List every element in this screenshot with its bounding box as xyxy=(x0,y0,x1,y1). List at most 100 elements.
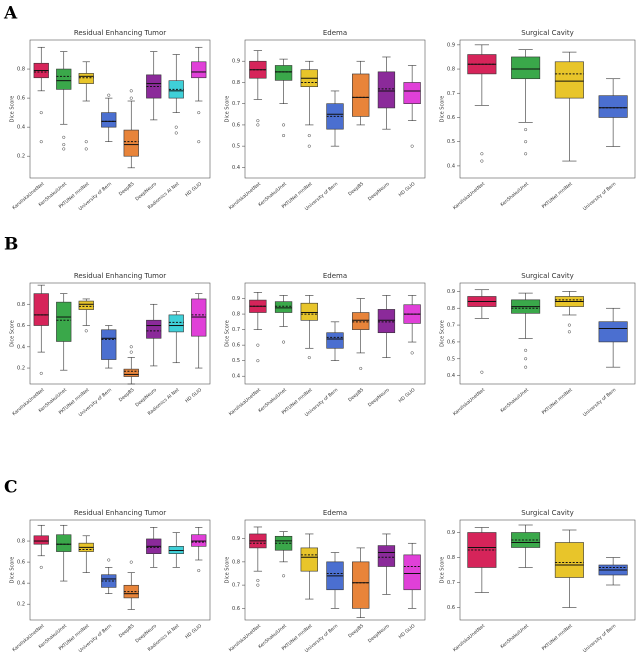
y-tick-label: 0.9 xyxy=(232,296,240,302)
outlier xyxy=(62,135,66,139)
box xyxy=(300,302,318,321)
x-tick-label: DeepNeuro xyxy=(367,387,391,408)
outlier xyxy=(480,159,484,163)
panel-title: Surgical Cavity xyxy=(521,509,573,517)
panel-title: Edema xyxy=(323,272,347,280)
x-tick-label: DeepBS xyxy=(347,623,365,639)
x-tick-label: KenShakuiUnet xyxy=(499,387,530,414)
outlier xyxy=(524,348,528,352)
outlier xyxy=(129,560,133,564)
x-tick-label: PKTUNet mniNet xyxy=(541,387,574,416)
box xyxy=(274,65,293,81)
x-tick-label: KenShakuiUnet xyxy=(499,181,530,208)
y-axis-label: Dice Score xyxy=(10,557,16,584)
x-tick-label: DeepBS xyxy=(347,181,365,197)
y-tick-label: 0.9 xyxy=(232,59,240,65)
x-tick-label: University of Bern xyxy=(582,387,617,418)
x-tick-label: DeepBS xyxy=(347,387,365,403)
y-axis-label: Dice Score xyxy=(440,320,446,347)
panel-label: B xyxy=(4,235,18,255)
x-tick-label: KenShakuiUnet xyxy=(499,623,530,650)
box xyxy=(191,534,207,547)
panel-title: Residual Enhancing Tumor xyxy=(74,509,166,517)
box xyxy=(274,301,293,313)
box xyxy=(598,321,628,343)
outlier xyxy=(524,128,528,132)
outlier xyxy=(256,343,260,347)
outlier xyxy=(197,568,201,573)
outlier xyxy=(39,140,43,144)
outlier xyxy=(567,323,571,327)
y-axis-label: Dice Score xyxy=(10,96,16,123)
outlier xyxy=(129,96,133,100)
x-tick-label: DeepBS xyxy=(118,387,136,403)
outlier xyxy=(307,356,311,360)
outlier xyxy=(39,111,43,115)
box xyxy=(56,301,72,342)
outlier xyxy=(307,133,311,138)
outlier xyxy=(197,140,201,144)
outlier xyxy=(524,357,528,361)
y-tick-label: 0.8 xyxy=(447,555,455,561)
x-tick-label: KaroliskaUnetNet xyxy=(228,181,262,211)
y-tick-label: 0.7 xyxy=(232,327,240,333)
outlier xyxy=(129,345,133,349)
outlier xyxy=(282,574,286,578)
y-axis-label: Dice Score xyxy=(225,320,231,347)
box xyxy=(300,547,318,572)
outlier xyxy=(256,578,260,583)
outlier xyxy=(524,152,528,156)
outlier xyxy=(62,147,66,151)
box xyxy=(123,368,139,377)
panel-title: Surgical Cavity xyxy=(521,29,573,37)
y-tick-label: 0.8 xyxy=(447,306,455,312)
y-tick-label: 0.6 xyxy=(447,115,455,121)
box xyxy=(146,319,162,339)
panel-title: Residual Enhancing Tumor xyxy=(74,272,166,280)
box xyxy=(326,332,344,349)
y-tick-label: 0.8 xyxy=(232,312,240,318)
outlier xyxy=(84,147,88,151)
y-tick-label: 0.4 xyxy=(447,163,455,169)
x-tick-label: KaroliskaUnetNet xyxy=(228,623,262,653)
box xyxy=(554,542,584,578)
outlier xyxy=(282,340,286,344)
box xyxy=(191,61,207,79)
box xyxy=(511,56,541,80)
x-tick-label: PKTUNet mniNet xyxy=(541,181,574,210)
y-tick-label: 0.9 xyxy=(447,530,455,536)
y-axis-label: Dice Score xyxy=(440,557,446,584)
panel-title: Residual Enhancing Tumor xyxy=(74,29,166,37)
y-tick-label: 0.4 xyxy=(17,581,25,587)
outlier xyxy=(524,365,528,369)
x-tick-label: HD GLIO xyxy=(184,387,203,404)
y-tick-label: 0.6 xyxy=(17,323,25,329)
outlier xyxy=(307,144,311,148)
box xyxy=(56,534,72,552)
y-tick-label: 0.7 xyxy=(232,583,240,589)
box xyxy=(33,535,49,545)
y-tick-label: 0.4 xyxy=(17,125,25,131)
x-tick-label: HD GLIO xyxy=(184,181,203,198)
box xyxy=(191,298,207,337)
plot-frame xyxy=(244,39,426,179)
x-tick-label: DeepNeuro xyxy=(134,387,158,408)
y-tick-label: 0.8 xyxy=(17,67,25,73)
y-tick-label: 0.6 xyxy=(17,560,25,566)
outlier xyxy=(256,583,260,587)
outlier xyxy=(107,93,111,97)
outlier xyxy=(84,329,88,333)
box xyxy=(101,329,117,360)
box xyxy=(56,68,72,90)
box xyxy=(33,293,49,326)
outlier xyxy=(524,140,528,144)
y-tick-label: 0.6 xyxy=(447,339,455,345)
outlier xyxy=(39,565,43,569)
box xyxy=(78,300,94,310)
outlier xyxy=(256,359,260,363)
y-tick-label: 0.9 xyxy=(232,536,240,542)
outlier xyxy=(480,370,484,374)
y-tick-label: 0.2 xyxy=(17,602,25,608)
x-tick-label: HD GLIO xyxy=(398,387,417,404)
y-axis-label: Dice Score xyxy=(10,320,16,347)
